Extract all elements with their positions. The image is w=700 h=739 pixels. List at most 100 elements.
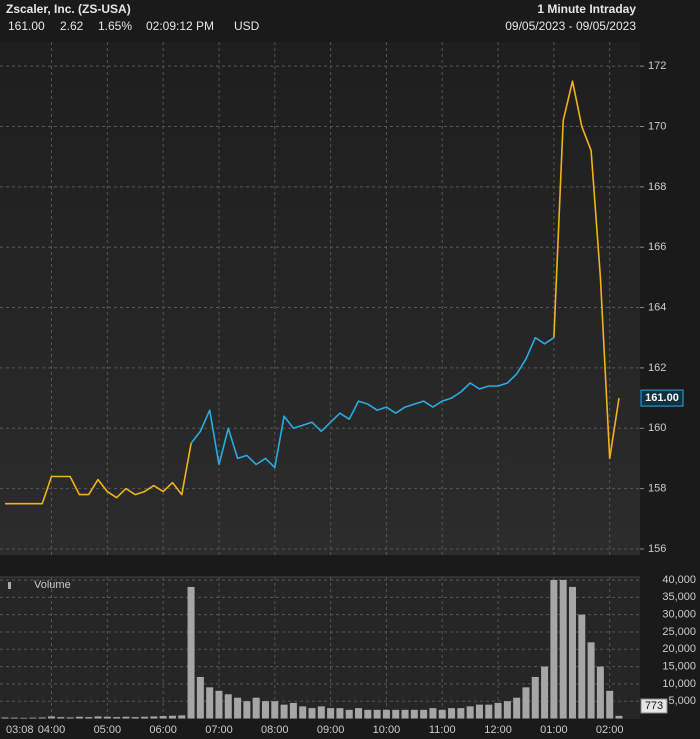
volume-bar — [513, 697, 521, 719]
volume-bar — [66, 717, 74, 719]
volume-bar — [541, 666, 549, 719]
x-tick-label: 11:00 — [429, 724, 456, 736]
volume-bar — [457, 708, 465, 719]
x-tick-label: 07:00 — [205, 724, 233, 736]
volume-bar — [382, 709, 390, 719]
volume-bar — [429, 708, 437, 719]
volume-bar — [559, 580, 567, 719]
quote-field: 2.62 — [60, 19, 84, 33]
quote-field: 1.65% — [98, 19, 132, 33]
volume-bar — [57, 717, 65, 719]
date-range: 09/05/2023 - 09/05/2023 — [505, 19, 636, 33]
volume-bar — [568, 586, 576, 719]
volume-bar — [522, 687, 530, 719]
volume-bar — [401, 709, 409, 719]
volume-bar — [243, 701, 251, 719]
x-tick-label: 12:00 — [484, 724, 512, 736]
volume-bar — [410, 709, 418, 719]
volume-bar — [252, 697, 260, 719]
volume-icon — [8, 582, 11, 589]
price-panel — [0, 42, 640, 555]
volume-bar — [29, 717, 37, 719]
volume-bar — [75, 716, 83, 719]
y-tick-label: 166 — [648, 241, 666, 253]
last-price-label: 161.00 — [645, 392, 679, 404]
volume-bar — [364, 709, 372, 719]
price-line — [5, 80, 620, 505]
volume-bar — [10, 717, 18, 719]
volume-bar — [168, 715, 176, 719]
last-price-box — [640, 389, 684, 407]
x-tick-label: 02:00 — [596, 724, 624, 736]
volume-bar — [448, 708, 456, 719]
y-tick-label: 40,000 — [662, 574, 696, 586]
y-tick-label: 170 — [648, 120, 666, 132]
y-tick-label: 168 — [648, 181, 666, 193]
y-tick-label: 172 — [648, 60, 666, 72]
volume-bar — [141, 716, 149, 719]
y-tick-label: 164 — [648, 301, 666, 313]
volume-bar — [615, 715, 623, 719]
volume-bar — [345, 709, 353, 719]
volume-bar — [159, 716, 167, 719]
volume-bar — [550, 580, 558, 719]
volume-bar — [271, 701, 279, 719]
volume-bar — [122, 716, 130, 719]
volume-bar — [355, 708, 363, 719]
quote-field: 02:09:12 PM — [146, 19, 214, 33]
y-tick-label: 10,000 — [662, 678, 696, 690]
x-tick-label: 08:00 — [261, 724, 289, 736]
volume-bar — [438, 709, 446, 719]
volume-bar — [113, 717, 121, 719]
volume-bar — [280, 704, 288, 719]
volume-bar — [94, 716, 102, 719]
volume-bar — [48, 716, 56, 719]
volume-bar — [261, 701, 269, 719]
y-tick-label: 160 — [648, 422, 666, 434]
y-tick-label: 35,000 — [662, 591, 696, 603]
y-tick-label: 156 — [648, 543, 666, 555]
volume-bar — [224, 694, 232, 719]
y-tick-label: 30,000 — [662, 609, 696, 621]
volume-bar — [336, 708, 344, 719]
volume-bar — [178, 715, 186, 719]
volume-bar — [206, 687, 214, 719]
volume-bar — [150, 716, 158, 719]
volume-bar — [20, 717, 28, 719]
volume-bar — [308, 708, 316, 719]
y-tick-label: 158 — [648, 483, 666, 495]
volume-bar — [103, 716, 111, 719]
volume-bar — [420, 709, 428, 719]
volume-bar — [392, 709, 400, 719]
volume-bar — [1, 717, 9, 719]
volume-bar — [289, 702, 297, 719]
chart-title: Zscaler, Inc. (ZS-USA) — [6, 2, 131, 16]
volume-bar — [587, 642, 595, 719]
volume-bar — [299, 706, 307, 719]
y-tick-label: 162 — [648, 362, 666, 374]
price-line — [190, 336, 555, 469]
x-tick-label: 01:00 — [540, 724, 568, 736]
volume-bar — [196, 676, 204, 719]
volume-bar — [373, 709, 381, 719]
volume-bar — [85, 717, 93, 719]
x-tick-label: 03:08 — [6, 724, 34, 736]
y-tick-label: 20,000 — [662, 643, 696, 655]
volume-bar — [485, 704, 493, 719]
volume-bar — [494, 702, 502, 719]
quote-field: USD — [234, 19, 260, 33]
volume-bar — [531, 676, 539, 719]
last-volume-box — [640, 698, 668, 714]
x-tick-label: 05:00 — [94, 724, 122, 736]
volume-bar — [234, 697, 242, 719]
chart-subtitle: 1 Minute Intraday — [537, 2, 636, 16]
volume-bar — [503, 701, 511, 719]
x-tick-label: 09:00 — [317, 724, 345, 736]
volume-bar — [606, 690, 614, 719]
volume-bar — [317, 706, 325, 719]
volume-bar — [131, 717, 139, 719]
y-tick-label: 15,000 — [662, 660, 696, 672]
volume-bar — [327, 708, 335, 719]
volume-bar — [475, 704, 483, 719]
